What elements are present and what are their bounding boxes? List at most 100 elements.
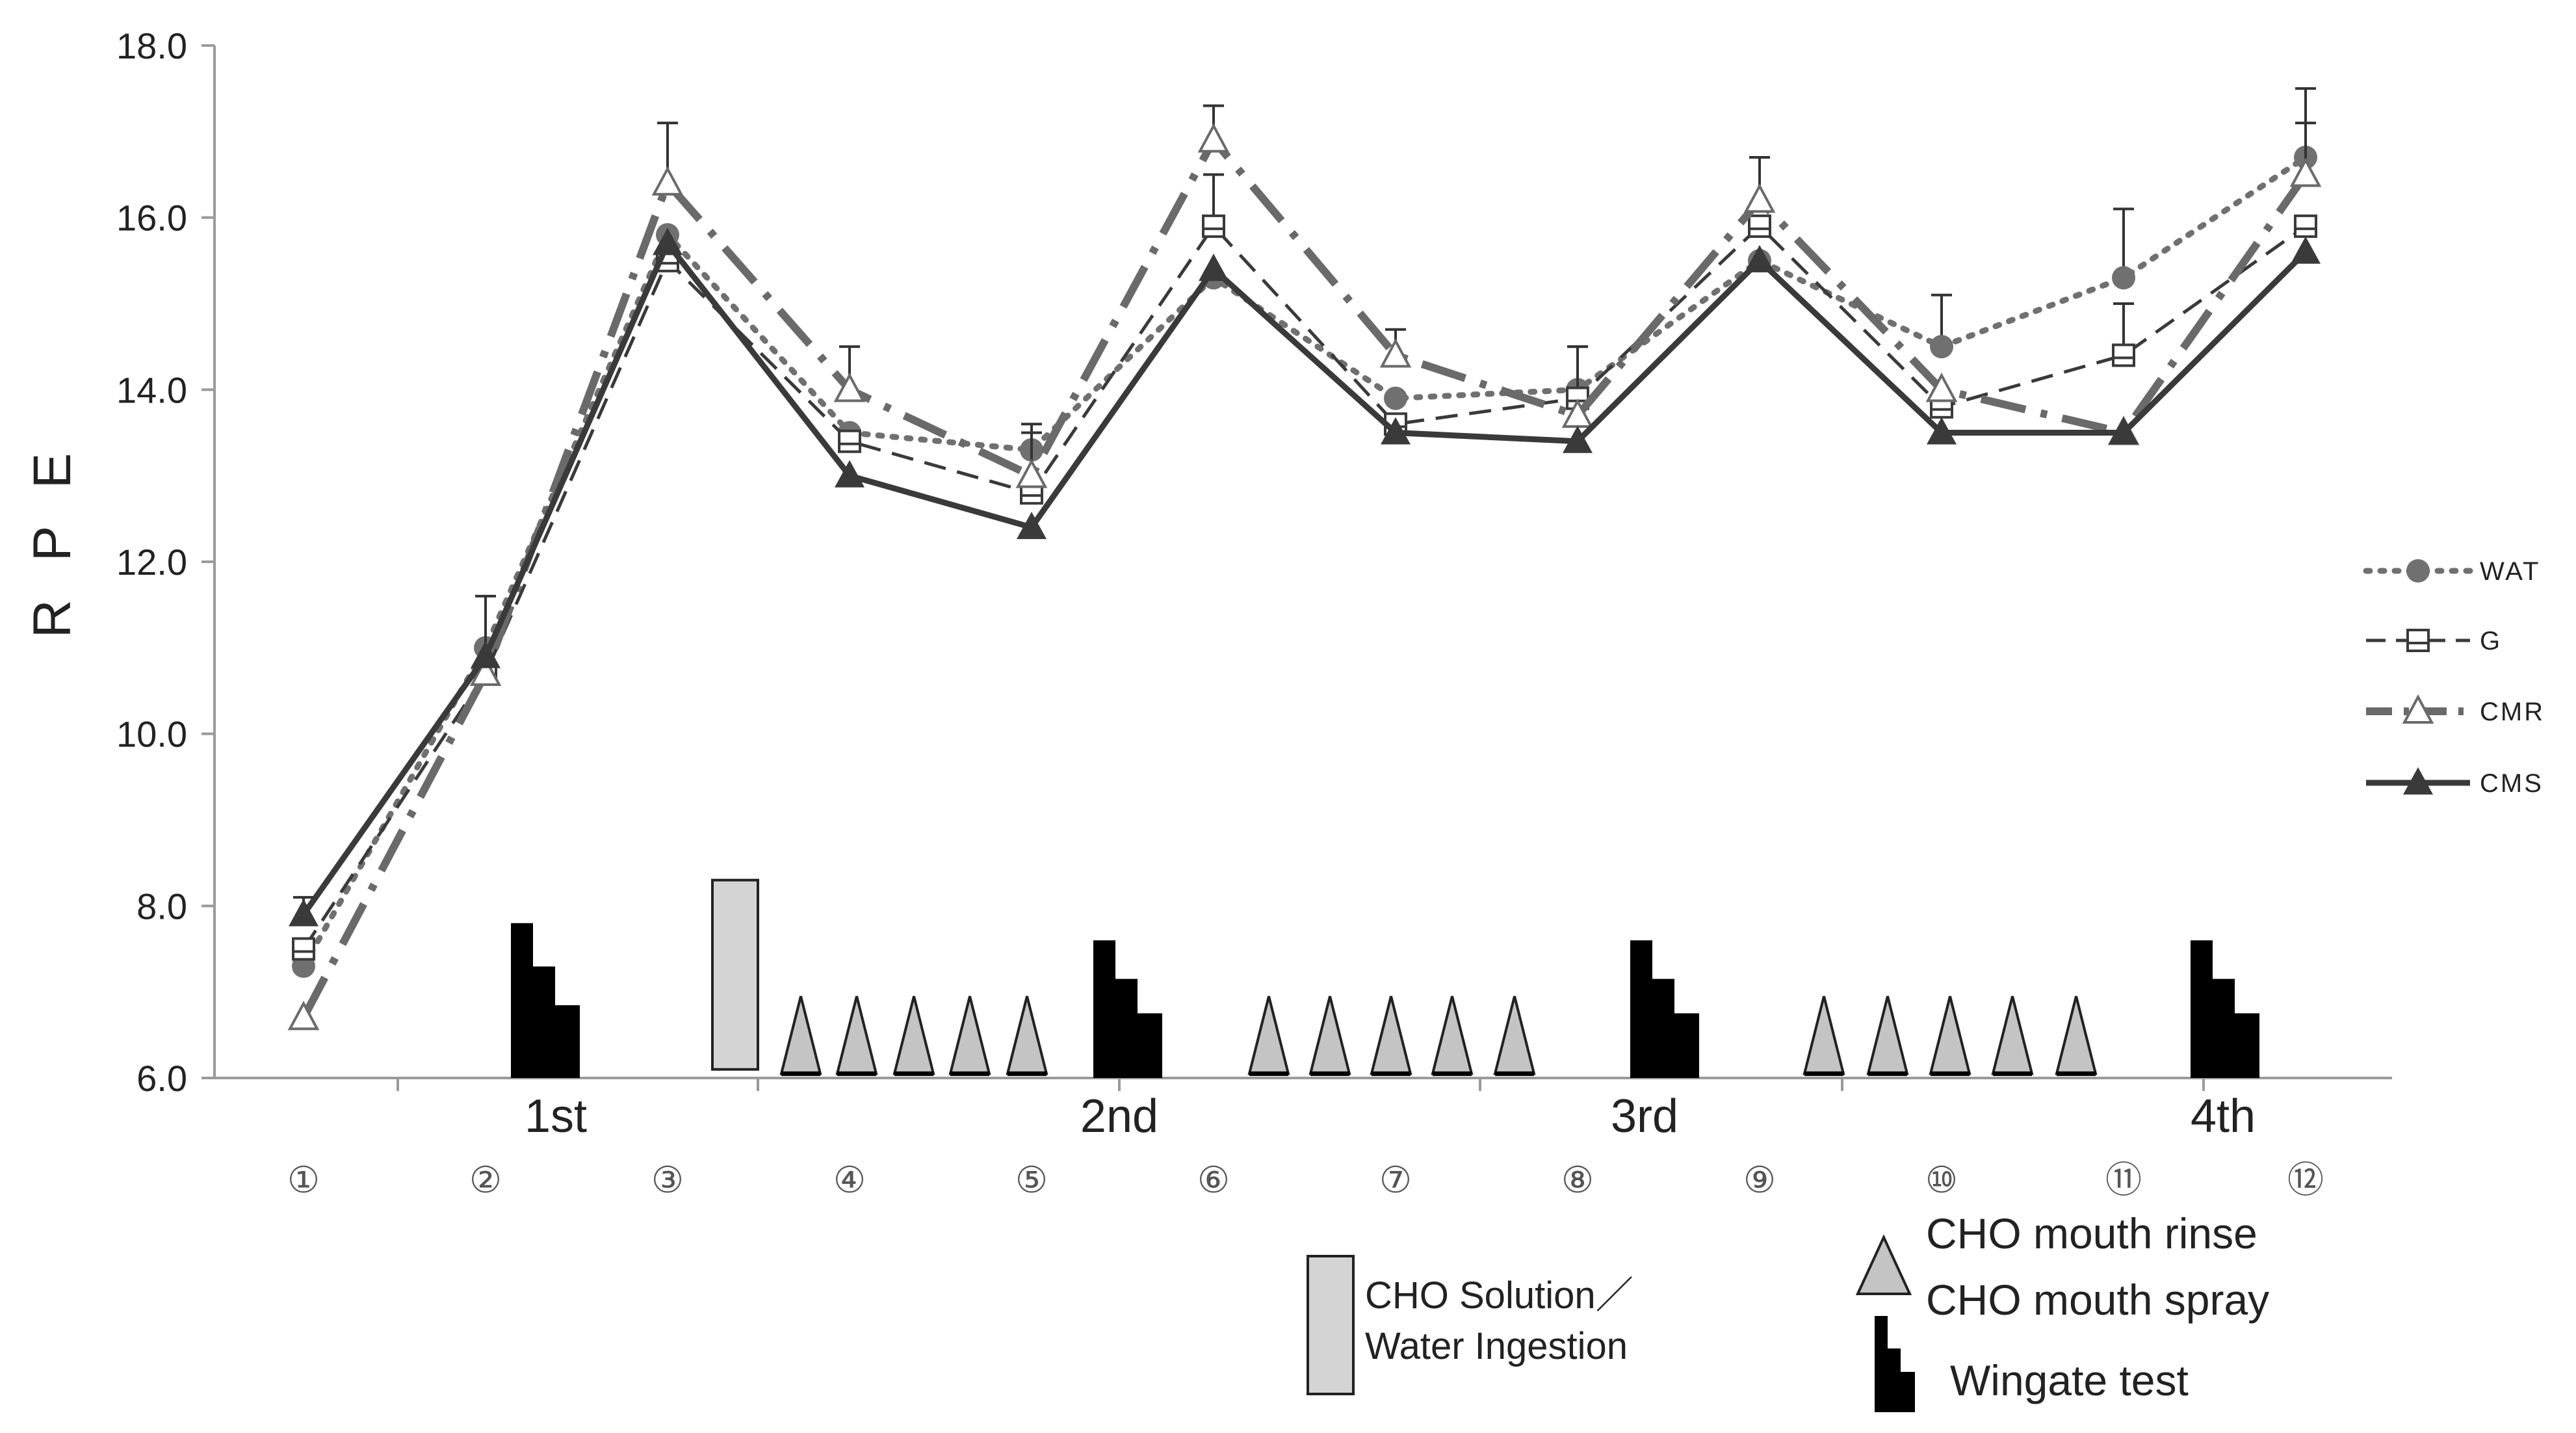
bout-label: 3rd bbox=[1611, 1090, 1678, 1142]
x-tick-label: ① bbox=[287, 1159, 320, 1200]
data-point bbox=[1197, 123, 1230, 153]
data-point bbox=[835, 460, 865, 488]
mouth-rinse-marker bbox=[892, 995, 935, 1075]
solution-key-label-1: CHO Solution／ bbox=[1365, 1274, 1633, 1317]
y-axis-title: R P E bbox=[23, 441, 82, 638]
rinse-key-label-1: CHO mouth rinse bbox=[1926, 1209, 2257, 1257]
series-line-cmr bbox=[300, 136, 2309, 1020]
protocol-symbols bbox=[511, 878, 2259, 1078]
data-point bbox=[1015, 458, 1048, 488]
wingate-bar-3 bbox=[2235, 1013, 2259, 1078]
mouth-rinse-marker bbox=[1308, 995, 1351, 1075]
y-tick-labels: 6.0 8.0 10.0 12.0 14.0 16.0 18.0 bbox=[116, 25, 187, 1099]
mouth-rinse-marker bbox=[1802, 995, 1845, 1075]
legend-item-cmr: CMR bbox=[2366, 694, 2545, 726]
legend-label: CMS bbox=[2480, 769, 2543, 798]
data-point bbox=[2289, 157, 2322, 187]
data-point bbox=[2294, 214, 2317, 238]
data-point bbox=[1743, 183, 1776, 213]
solution-key-icon bbox=[1307, 1255, 1355, 1395]
wingate-key-label: Wingate test bbox=[1950, 1356, 2189, 1404]
x-tick-labels: ① ② ③ ④ ⑤ ⑥ ⑦ ⑧ ⑨ ⑩ ⑪ ⑫ bbox=[287, 1159, 2324, 1200]
wingate-marker-1 bbox=[511, 923, 580, 1078]
x-tick-label: ⑨ bbox=[1743, 1159, 1776, 1200]
data-point bbox=[2403, 767, 2433, 795]
data-point bbox=[1563, 425, 1593, 453]
bout-label: 4th bbox=[2191, 1090, 2256, 1142]
x-tick-label: ⑤ bbox=[1015, 1159, 1048, 1200]
series-line-g bbox=[302, 224, 2307, 950]
legend-item-g: G bbox=[2366, 627, 2502, 655]
data-point bbox=[1199, 254, 1229, 282]
data-point bbox=[1379, 338, 1412, 368]
wingate-bar-3 bbox=[1138, 1013, 1162, 1078]
rinse-key-label-2: CHO mouth spray bbox=[1926, 1276, 2269, 1324]
data-point bbox=[2402, 694, 2434, 724]
y-tick-label: 12.0 bbox=[116, 542, 187, 583]
data-point bbox=[2112, 266, 2135, 290]
data-point bbox=[2109, 417, 2139, 445]
data-point bbox=[1384, 386, 1407, 410]
y-tick-label: 16.0 bbox=[116, 198, 187, 239]
mouth-rinse-marker bbox=[1247, 995, 1290, 1075]
mouth-rinse-marker bbox=[835, 995, 878, 1075]
data-point bbox=[833, 373, 866, 402]
wingate-bar-1 bbox=[1093, 940, 1115, 1078]
bout-label: 1st bbox=[525, 1090, 587, 1142]
x-tick-label: ④ bbox=[833, 1159, 866, 1200]
data-point bbox=[2406, 629, 2430, 652]
wingate-bar-2 bbox=[1115, 979, 1138, 1078]
mouth-rinse-marker bbox=[1866, 995, 1909, 1075]
legend-label: G bbox=[2480, 627, 2502, 655]
x-tick-label: ⑩ bbox=[1925, 1159, 1958, 1200]
wingate-marker-2 bbox=[1093, 940, 1162, 1078]
data-point bbox=[651, 166, 684, 196]
mouth-rinse-marker bbox=[779, 995, 822, 1075]
series-cmr bbox=[287, 104, 2322, 1031]
data-point bbox=[289, 899, 319, 927]
y-tick-label: 8.0 bbox=[137, 886, 187, 927]
legend-label: CMR bbox=[2480, 698, 2545, 726]
mouth-rinse-marker bbox=[1493, 995, 1536, 1075]
series-cms bbox=[289, 228, 2321, 927]
data-point bbox=[287, 1001, 320, 1031]
mouth-rinse-marker bbox=[1431, 995, 1474, 1075]
x-tick-label: ⑥ bbox=[1197, 1159, 1230, 1200]
legend-item-wat: WAT bbox=[2363, 557, 2538, 586]
x-tick-label: ⑦ bbox=[1379, 1159, 1412, 1200]
mouth-rinse-marker bbox=[1006, 995, 1048, 1075]
data-point bbox=[1017, 512, 1047, 540]
data-point bbox=[1748, 214, 1771, 238]
series-line-cms bbox=[301, 240, 2308, 917]
data-point bbox=[2112, 343, 2135, 367]
data-point bbox=[1930, 335, 1953, 359]
series-g bbox=[292, 173, 2317, 961]
wingate-key-icon bbox=[1875, 1316, 1915, 1412]
x-tick-label: ⑫ bbox=[2287, 1159, 2324, 1200]
wingate-bar-2 bbox=[2213, 979, 2235, 1078]
x-tick-label: ③ bbox=[651, 1159, 684, 1200]
data-point bbox=[2406, 559, 2430, 583]
wingate-marker-3 bbox=[1630, 940, 1699, 1078]
bout-labels: 1st 2nd 3rd 4th bbox=[525, 1090, 2256, 1142]
data-point bbox=[292, 937, 315, 961]
mouth-rinse-marker bbox=[1370, 995, 1412, 1075]
wingate-bar-1 bbox=[2191, 940, 2213, 1078]
wingate-bar-2 bbox=[1652, 979, 1674, 1078]
series-line-wat bbox=[300, 154, 2309, 969]
legend: WAT G CMR CMS bbox=[2363, 557, 2545, 798]
y-tick-label: 10.0 bbox=[116, 714, 187, 755]
data-point bbox=[1202, 214, 1225, 238]
x-tick-label: ⑧ bbox=[1561, 1159, 1594, 1200]
wingate-bar-2 bbox=[533, 966, 555, 1078]
data-point bbox=[653, 228, 683, 256]
data-point bbox=[1927, 417, 1957, 445]
mouth-rinse-marker bbox=[948, 995, 991, 1075]
data-point bbox=[1925, 373, 1958, 402]
wingate-bar-1 bbox=[1630, 940, 1652, 1078]
x-tick-label: ② bbox=[469, 1159, 502, 1200]
data-point bbox=[1745, 244, 1775, 272]
data-point bbox=[1381, 417, 1411, 445]
solution-key-label-2: Water Ingestion bbox=[1365, 1325, 1628, 1367]
